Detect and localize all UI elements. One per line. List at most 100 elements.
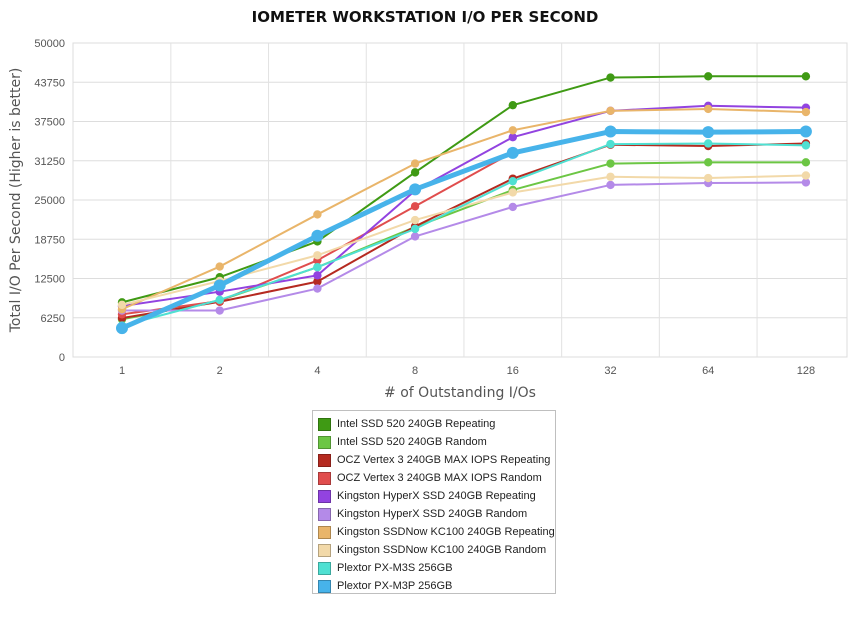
data-point (117, 300, 127, 310)
legend-label: Plextor PX-M3S 256GB (337, 562, 453, 574)
data-point (604, 125, 617, 138)
data-point (606, 139, 615, 149)
series-line (121, 142, 806, 320)
data-point (508, 176, 517, 186)
legend-item: Kingston HyperX SSD 240GB Random (318, 505, 555, 523)
y-tick-label: 18750 (34, 234, 65, 246)
legend-label: Kingston HyperX SSD 240GB Repeating (337, 490, 536, 502)
x-tick-label: 16 (507, 365, 519, 377)
data-point (116, 322, 128, 335)
legend-swatch (318, 561, 331, 575)
data-point (409, 183, 422, 196)
series-9 (117, 139, 811, 330)
y-tick-label: 43750 (34, 77, 65, 89)
legend-label: Kingston SSDNow KC100 240GB Repeating (337, 526, 555, 538)
legend-swatch (318, 435, 331, 449)
data-point (801, 171, 811, 180)
legend-label: Kingston SSDNow KC100 240GB Random (337, 544, 547, 556)
series-10 (116, 125, 812, 335)
x-tick-label: 128 (797, 365, 815, 377)
x-tick-label: 1 (119, 365, 125, 377)
data-point (313, 277, 322, 286)
x-tick-labels: 1 2 4 8 16 32 64 128 (119, 365, 815, 377)
series-line (120, 129, 806, 331)
y-tick-label: 0 (59, 352, 65, 364)
data-point (702, 126, 715, 139)
data-point (606, 73, 615, 82)
series-line (121, 75, 806, 304)
legend-item: Plextor PX-M3S 256GB (318, 559, 555, 577)
legend-swatch (318, 507, 331, 521)
y-tick-label: 25000 (34, 195, 65, 207)
data-point (704, 139, 713, 148)
data-point (313, 262, 322, 272)
series-line (121, 142, 806, 327)
legend-swatch (318, 525, 331, 539)
series-line (121, 104, 806, 308)
data-point (801, 107, 811, 117)
data-point (801, 141, 811, 150)
series-line (121, 107, 806, 311)
legend-item: OCZ Vertex 3 240GB MAX IOPS Repeating (318, 451, 555, 469)
data-point (704, 104, 713, 114)
y-tick-label: 6250 (41, 313, 65, 325)
data-point (313, 251, 322, 260)
data-point (704, 158, 713, 167)
data-point (313, 210, 322, 219)
legend-swatch (318, 453, 331, 467)
legend-swatch (318, 417, 331, 431)
series-line (122, 181, 806, 312)
legend-item: Intel SSD 520 240GB Repeating (318, 415, 555, 433)
data-point (799, 125, 812, 138)
legend-item: Kingston SSDNow KC100 240GB Random (318, 541, 555, 559)
legend-item: Kingston SSDNow KC100 240GB Repeating (318, 523, 555, 541)
legend-swatch (318, 471, 331, 485)
data-point (508, 133, 517, 142)
grid-lines (73, 42, 847, 358)
legend-swatch (318, 543, 331, 557)
legend-label: Kingston HyperX SSD 240GB Random (337, 508, 528, 520)
legend-label: Intel SSD 520 240GB Random (337, 436, 487, 448)
legend-label: Plextor PX-M3P 256GB (337, 580, 453, 592)
data-point (704, 173, 713, 183)
x-tick-label: 4 (314, 365, 320, 377)
data-point (215, 295, 224, 305)
y-tick-label: 50000 (34, 38, 65, 50)
data-point (215, 306, 224, 315)
data-point (508, 188, 517, 197)
legend-item: Intel SSD 520 240GB Random (318, 433, 555, 451)
data-point (506, 146, 519, 159)
data-point (508, 126, 517, 135)
data-point (801, 158, 811, 167)
y-tick-label: 37500 (34, 117, 65, 129)
legend-label: OCZ Vertex 3 240GB MAX IOPS Random (337, 472, 542, 484)
legend-label: OCZ Vertex 3 240GB MAX IOPS Repeating (337, 454, 551, 466)
x-tick-label: 64 (702, 365, 714, 377)
data-point (313, 271, 322, 280)
y-tick-label: 12500 (34, 274, 65, 286)
data-point (410, 232, 420, 241)
data-point (410, 224, 420, 234)
x-tick-label: 8 (412, 365, 418, 377)
x-tick-label: 2 (217, 365, 223, 377)
legend-item: Kingston HyperX SSD 240GB Repeating (318, 487, 555, 505)
data-point (508, 202, 517, 212)
x-axis-label: # of Outstanding I/Os (384, 385, 536, 401)
data-point (801, 72, 811, 81)
data-point (704, 72, 713, 81)
legend-item: OCZ Vertex 3 240GB MAX IOPS Random (318, 469, 555, 487)
legend-label: Intel SSD 520 240GB Repeating (337, 418, 496, 430)
chart-title: IOMETER WORKSTATION I/O PER SECOND (251, 8, 599, 26)
data-point (410, 215, 420, 225)
x-tick-label: 32 (604, 365, 616, 377)
series-7 (117, 104, 811, 314)
legend-item: Plextor PX-M3P 256GB (318, 577, 555, 595)
data-point (606, 159, 615, 168)
legend-swatch (318, 579, 331, 593)
series-lines (116, 72, 812, 335)
data-point (313, 284, 322, 293)
series-6 (117, 178, 811, 315)
data-point (801, 178, 811, 187)
legend-swatch (318, 489, 331, 503)
